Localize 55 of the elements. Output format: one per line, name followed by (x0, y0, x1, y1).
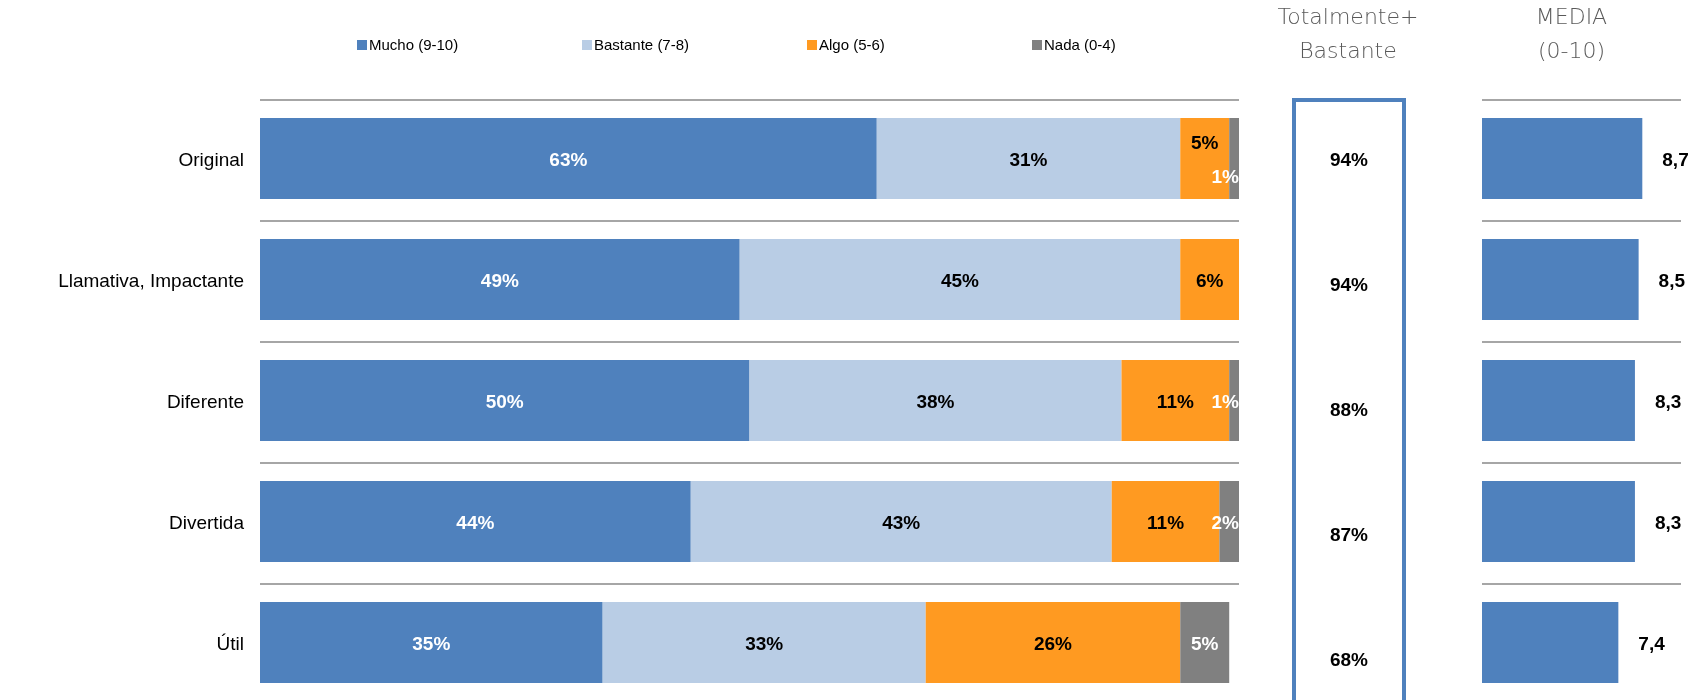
data-label: 8,7 (1662, 148, 1688, 170)
y-tick-label: Diferente (166, 390, 244, 412)
bar (1482, 239, 1639, 320)
bar (1482, 481, 1635, 562)
chart-title: MEDIA (0-10) (1535, 4, 1608, 63)
bar (1482, 118, 1643, 199)
legend-label: Algo (5-6) (819, 36, 885, 53)
data-label: 7,4 (1638, 632, 1666, 654)
data-label: 11% (1147, 511, 1185, 533)
data-label: 50% (485, 390, 524, 412)
legend-label: Bastante (7-8) (594, 36, 690, 53)
legend-label: Nada (0-4) (1044, 36, 1116, 53)
data-label: 33% (745, 632, 784, 654)
text: 94% (1329, 273, 1369, 295)
bar (1482, 360, 1635, 441)
bar (749, 360, 1122, 441)
text: 94% (1329, 148, 1369, 170)
bar (602, 602, 926, 683)
bar (1180, 239, 1239, 320)
text: 68% (1329, 648, 1369, 670)
bar (260, 360, 750, 441)
bar (260, 602, 603, 683)
data-label: 8,5 (1658, 269, 1686, 291)
data-label: 8,3 (1654, 390, 1682, 412)
bar (260, 481, 691, 562)
text: 87% (1329, 523, 1369, 545)
bar (690, 481, 1112, 562)
data-label: 5% (1191, 131, 1219, 153)
bar (876, 118, 1181, 199)
data-label: 26% (1033, 632, 1073, 654)
bar (739, 239, 1181, 320)
data-label: 31% (1009, 148, 1048, 170)
bar (260, 239, 740, 320)
data-label: 35% (412, 632, 451, 654)
data-label: 45% (940, 269, 980, 291)
bar (1482, 602, 1619, 683)
data-label: 44% (456, 511, 495, 533)
legend-label: Mucho (9-10) (369, 36, 459, 53)
y-tick-label: Llamativa, Impactante (58, 269, 244, 291)
y-tick-label: Divertida (169, 511, 245, 533)
data-label: 6% (1195, 269, 1224, 291)
data-label: 11% (1156, 390, 1194, 412)
y-tick-label: Original (178, 148, 244, 170)
bar (925, 602, 1181, 683)
text: 88% (1329, 398, 1369, 420)
data-label: 63% (549, 148, 588, 170)
text: Totalmente+ Bastante (1277, 4, 1419, 63)
data-label: 8,3 (1654, 511, 1682, 533)
bar (1180, 602, 1230, 683)
data-label: 5% (1191, 632, 1219, 654)
data-label: 38% (916, 390, 955, 412)
data-label: 49% (480, 269, 519, 291)
data-label: 43% (882, 511, 921, 533)
y-tick-label: Útil (216, 632, 244, 654)
bar (260, 118, 877, 199)
